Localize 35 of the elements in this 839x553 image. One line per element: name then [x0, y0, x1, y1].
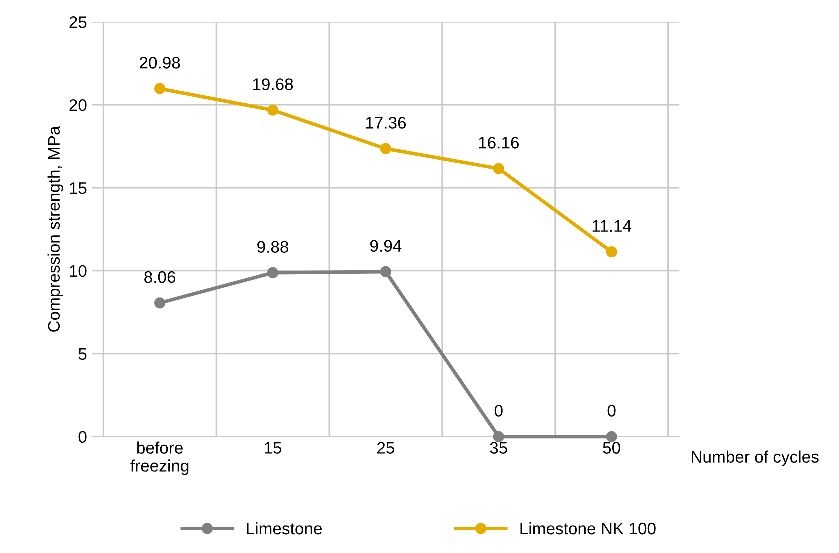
x-tick-label: 15	[265, 442, 282, 454]
y-tick-label: 25	[70, 16, 87, 28]
y-tick-label: 20	[70, 99, 87, 112]
legend-label: Limestone NK 100	[520, 522, 656, 535]
x-axis-title: Number of cycles	[692, 450, 819, 466]
point	[380, 143, 392, 154]
y-tick-label: 10	[70, 265, 87, 278]
data-label: 17.36	[366, 117, 406, 129]
x-tick-label: 50	[603, 442, 620, 454]
point	[380, 266, 392, 278]
x-tick-label: 35	[490, 442, 508, 454]
data-label: 20.98	[140, 57, 180, 69]
point	[606, 431, 618, 442]
data-label: 9.94	[370, 240, 402, 252]
y-tick-label: 15	[70, 182, 87, 194]
x-tick-label: before freezing	[130, 442, 189, 476]
data-label: 0	[608, 405, 616, 417]
point	[493, 163, 504, 174]
data-label: 9.88	[258, 241, 288, 253]
y-tick-label: 0	[78, 431, 87, 444]
data-label: 8.06	[144, 271, 176, 284]
y-tick-label: 5	[78, 348, 87, 360]
y-axis-title: Compression strength, MPa	[48, 126, 64, 332]
data-label: 11.14	[592, 220, 632, 232]
legend-label: Limestone	[247, 522, 322, 535]
data-label: 16.16	[479, 137, 520, 149]
x-tick-label: 25	[378, 442, 395, 454]
point	[493, 431, 504, 442]
point	[154, 83, 166, 94]
point	[267, 267, 279, 279]
data-label: 19.68	[253, 78, 294, 90]
point	[154, 298, 166, 309]
point	[267, 104, 279, 116]
data-label: 0	[494, 405, 503, 417]
point	[606, 246, 618, 258]
